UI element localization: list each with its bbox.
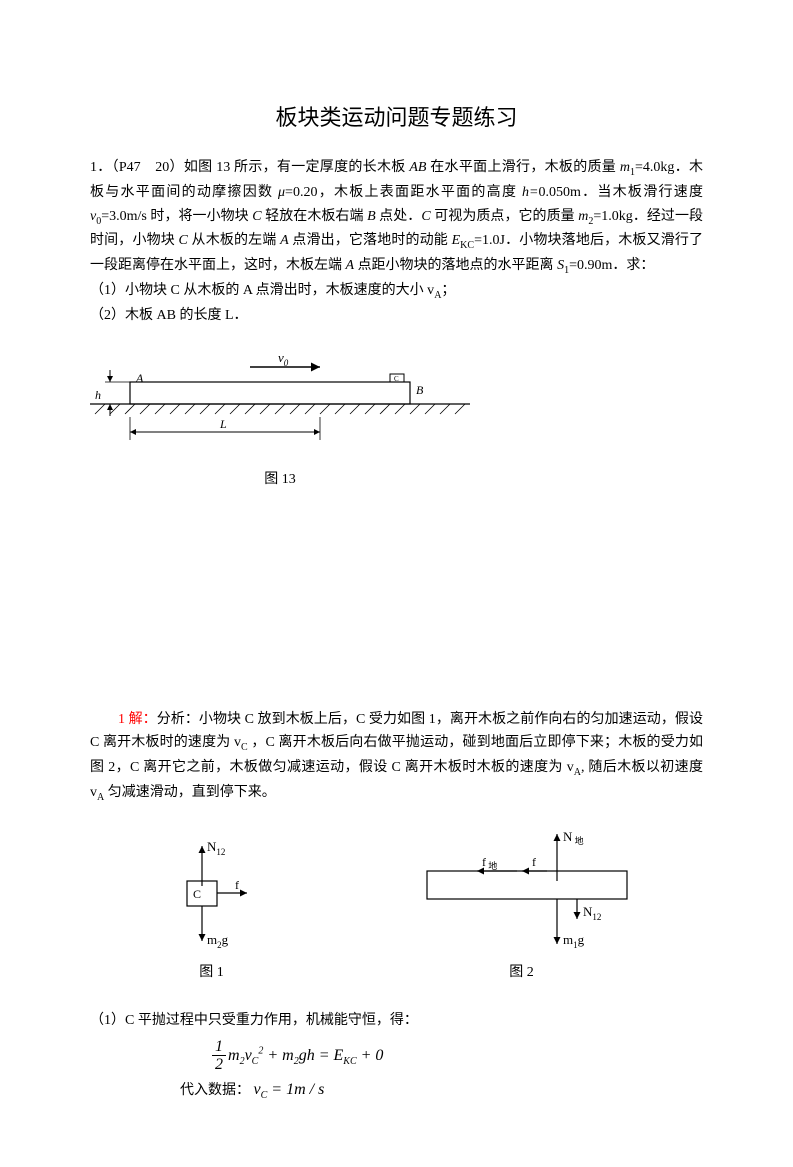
figure-2-caption: 图 2 xyxy=(407,961,637,981)
C-label: C xyxy=(394,375,399,383)
m1: m xyxy=(620,160,630,175)
f-label: f xyxy=(235,878,239,892)
page: 板块类运动问题专题练习 1．（P47 20）如图 13 所示，有一定厚度的长木板… xyxy=(0,0,793,1167)
frac-den: 2 xyxy=(212,1056,226,1074)
v: v xyxy=(245,1047,252,1064)
S1-val: =0.90m．求： xyxy=(569,258,654,273)
fdi-label: f 地 xyxy=(482,855,497,871)
C3: C xyxy=(179,233,188,248)
B-label: B xyxy=(416,383,424,397)
figure-1-caption: 图 1 xyxy=(157,961,267,981)
m1g-label: m1g xyxy=(563,932,585,950)
fraction-half: 1 2 xyxy=(212,1039,226,1074)
figure-1: N12 C f m2g 图 1 xyxy=(157,836,267,981)
figure-2-svg: N 地 f 地 f N12 m1g xyxy=(407,826,637,956)
N12-label: N12 xyxy=(207,839,225,857)
t: 可视为质点，它的质量 xyxy=(431,209,579,224)
sub-label: 代入数据： xyxy=(180,1083,250,1098)
q1-end: ； xyxy=(441,283,455,298)
v0-val: =3.0m/s 时，将一小物块 xyxy=(101,209,252,224)
B: B xyxy=(367,209,376,224)
m2: m xyxy=(228,1047,240,1064)
mu: μ xyxy=(278,185,285,200)
h-val: 0.050m．当木板滑行速度 xyxy=(538,185,703,200)
A-label: A xyxy=(135,371,144,385)
t: 点滑出，它落地时的动能 xyxy=(289,233,452,248)
E: E xyxy=(334,1047,344,1064)
C2: C xyxy=(421,209,430,224)
v0-label: v0 xyxy=(278,352,289,368)
t: 在水平面上滑行，木板的质量 xyxy=(426,160,616,175)
figure-2: N 地 f 地 f N12 m1g 图 2 xyxy=(407,826,637,981)
analysis-4: 匀减速滑动，直到停下来。 xyxy=(104,785,276,800)
problem-text: 1．（P47 20）如图 13 所示，有一定厚度的长木板 AB 在水平面上滑行，… xyxy=(90,156,703,279)
va-sub: A xyxy=(574,767,581,778)
L-label: L xyxy=(219,417,227,431)
m2g-label: m2g xyxy=(207,932,229,950)
plus: + xyxy=(263,1047,282,1064)
vc-sub: C xyxy=(252,1056,259,1067)
m2b: m xyxy=(282,1047,294,1064)
figure-13-caption: 图 13 xyxy=(90,468,470,488)
frac-num: 1 xyxy=(212,1039,226,1056)
gh: gh = xyxy=(299,1047,334,1064)
solution-block: 1 解：分析：小物块 C 放到木板上后，C 受力如图 1，离开木板之前作向右的匀… xyxy=(90,708,703,1102)
N12-label: N12 xyxy=(583,904,601,922)
A2: A xyxy=(346,258,355,273)
question-1: （1）小物块 C 从木板的 A 点滑出时，木板速度的大小 vA； xyxy=(90,279,703,304)
figure-1-svg: N12 C f m2g xyxy=(157,836,267,956)
figure-13-svg: v0 C A B h xyxy=(90,352,470,462)
C: C xyxy=(252,209,261,224)
solution-analysis: 1 解：分析：小物块 C 放到木板上后，C 受力如图 1，离开木板之前作向右的匀… xyxy=(90,708,703,806)
figure-13: v0 C A B h xyxy=(90,352,703,462)
Ekc-sub: KC xyxy=(460,240,474,251)
solution-head: 1 解： xyxy=(118,712,157,727)
t: 从木板的左端 xyxy=(188,233,280,248)
equation-1: 1 2 m2vC2 + m2gh = EKC + 0 xyxy=(210,1039,703,1074)
substitute-line: 代入数据： vC = 1m / s xyxy=(180,1079,703,1101)
page-title: 板块类运动问题专题练习 xyxy=(90,100,703,132)
S1: S xyxy=(557,258,564,273)
vc-sub: C xyxy=(241,742,248,753)
figure-row: N12 C f m2g 图 1 xyxy=(90,826,703,981)
question-2: （2）木板 AB 的长度 L． xyxy=(90,304,703,328)
t: 点距小物块的落地点的水平距离 xyxy=(354,258,557,273)
f-label: f xyxy=(532,855,536,869)
plus0: + 0 xyxy=(357,1047,384,1064)
h-label: h xyxy=(95,388,101,402)
Ekc: E xyxy=(452,233,461,248)
board-label: AB xyxy=(409,160,426,175)
vc-val: = 1m / s xyxy=(267,1081,324,1098)
q1: （1）小物块 C 从木板的 A 点滑出时，木板速度的大小 v xyxy=(90,283,434,298)
A: A xyxy=(280,233,289,248)
C-label: C xyxy=(193,887,201,901)
E-sub: KC xyxy=(343,1056,356,1067)
m2: m xyxy=(578,209,588,224)
h: h= xyxy=(522,185,538,200)
vc: v xyxy=(254,1081,261,1098)
part1-label: （1）C 平抛过程中只受重力作用，机械能守恒，得： xyxy=(90,1009,703,1033)
t: 点处． xyxy=(376,209,422,224)
t: 轻放在木板右端 xyxy=(262,209,367,224)
problem-ref: 1．（P47 20）如图 13 所示，有一定厚度的长木板 xyxy=(90,160,409,175)
Ndi-label: N 地 xyxy=(563,829,584,846)
mu-val: =0.20，木板上表面距水平面的高度 xyxy=(285,185,522,200)
